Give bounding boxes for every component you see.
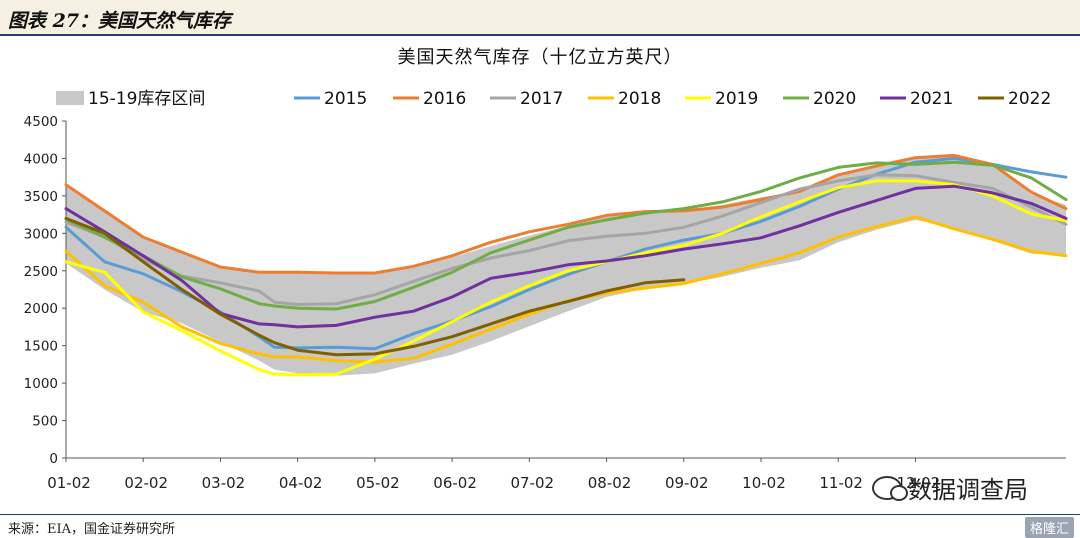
legend-label-2020: 2020 bbox=[813, 89, 856, 109]
series-line-2020 bbox=[64, 160, 1068, 311]
x-tick-label: 12-02 bbox=[897, 474, 941, 492]
figure-header: 图表 27：美国天然气库存 bbox=[0, 0, 1080, 36]
wechat-icon bbox=[872, 475, 908, 501]
y-tick-label: 0 bbox=[49, 451, 58, 467]
legend-label-2021: 2021 bbox=[910, 89, 953, 109]
x-tick-label: 05-02 bbox=[356, 474, 400, 492]
x-tick-label: 04-02 bbox=[279, 474, 323, 492]
legend-label-2016: 2016 bbox=[423, 89, 466, 109]
y-tick-label: 1000 bbox=[24, 376, 58, 392]
source-note: 来源：EIA，国金证券研究所 bbox=[8, 522, 176, 537]
x-tick-label: 01-02 bbox=[47, 474, 91, 492]
figure-title: 图表 27：美国天然气库存 bbox=[8, 10, 232, 32]
series-line-2017 bbox=[64, 173, 1068, 306]
series-line-2019 bbox=[64, 179, 1068, 377]
x-tick-label: 07-02 bbox=[511, 474, 555, 492]
y-tick-label: 3000 bbox=[24, 226, 58, 242]
y-tick-label: 4000 bbox=[24, 151, 58, 167]
y-tick-label: 4500 bbox=[24, 114, 58, 130]
watermark-text: 数据调查局 bbox=[908, 476, 1028, 504]
legend-label-2022: 2022 bbox=[1008, 89, 1051, 109]
series-line-2016 bbox=[64, 153, 1068, 275]
y-tick-label: 1500 bbox=[24, 339, 58, 355]
y-tick-label: 2500 bbox=[24, 264, 58, 280]
legend-label-2017: 2017 bbox=[520, 89, 563, 109]
series-line-2022 bbox=[64, 216, 686, 357]
y-tick-label: 500 bbox=[32, 414, 58, 430]
legend-label-band: 15-19库存区间 bbox=[88, 89, 205, 109]
y-tick-label: 2000 bbox=[24, 301, 58, 317]
x-tick-label: 06-02 bbox=[433, 474, 477, 492]
chart-title: 美国天然气库存（十亿立方英尺） bbox=[398, 47, 683, 68]
x-tick-label: 02-02 bbox=[124, 474, 168, 492]
x-tick-label: 03-02 bbox=[202, 474, 246, 492]
legend-label-2019: 2019 bbox=[715, 89, 758, 109]
x-tick-label: 08-02 bbox=[588, 474, 632, 492]
figure-footer: 来源：EIA，国金证券研究所 格隆汇 bbox=[0, 514, 1080, 538]
x-tick-label: 09-02 bbox=[665, 474, 709, 492]
legend-swatch-band bbox=[56, 91, 84, 105]
watermark: 数据调查局 bbox=[872, 470, 1028, 505]
x-tick-label: 10-02 bbox=[742, 474, 786, 492]
legend-label-2015: 2015 bbox=[324, 89, 367, 109]
series-line-2021 bbox=[64, 184, 1068, 329]
x-tick-label: 11-02 bbox=[819, 474, 863, 492]
brand-logo: 格隆汇 bbox=[1024, 517, 1074, 538]
y-tick-label: 3500 bbox=[24, 189, 58, 205]
legend-label-2018: 2018 bbox=[618, 89, 661, 109]
